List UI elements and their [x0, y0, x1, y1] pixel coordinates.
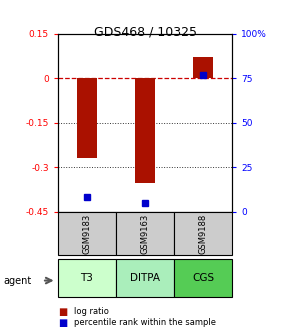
Bar	[116, 259, 174, 297]
Bar	[58, 259, 116, 297]
Bar	[135, 78, 155, 183]
Text: GSM9163: GSM9163	[140, 213, 150, 254]
Text: GDS468 / 10325: GDS468 / 10325	[93, 25, 197, 38]
Bar	[116, 212, 174, 255]
Text: ■: ■	[58, 318, 67, 328]
Text: agent: agent	[3, 276, 31, 286]
Bar	[77, 78, 97, 158]
Bar	[174, 259, 232, 297]
Text: GSM9183: GSM9183	[82, 213, 92, 254]
Text: T3: T3	[81, 273, 93, 283]
Text: CGS: CGS	[192, 273, 214, 283]
Text: GSM9188: GSM9188	[198, 213, 208, 254]
Text: DITPA: DITPA	[130, 273, 160, 283]
Text: percentile rank within the sample: percentile rank within the sample	[74, 318, 216, 327]
Text: log ratio: log ratio	[74, 307, 109, 316]
Bar	[174, 212, 232, 255]
Text: ■: ■	[58, 307, 67, 317]
Bar	[193, 57, 213, 78]
Bar	[58, 212, 116, 255]
